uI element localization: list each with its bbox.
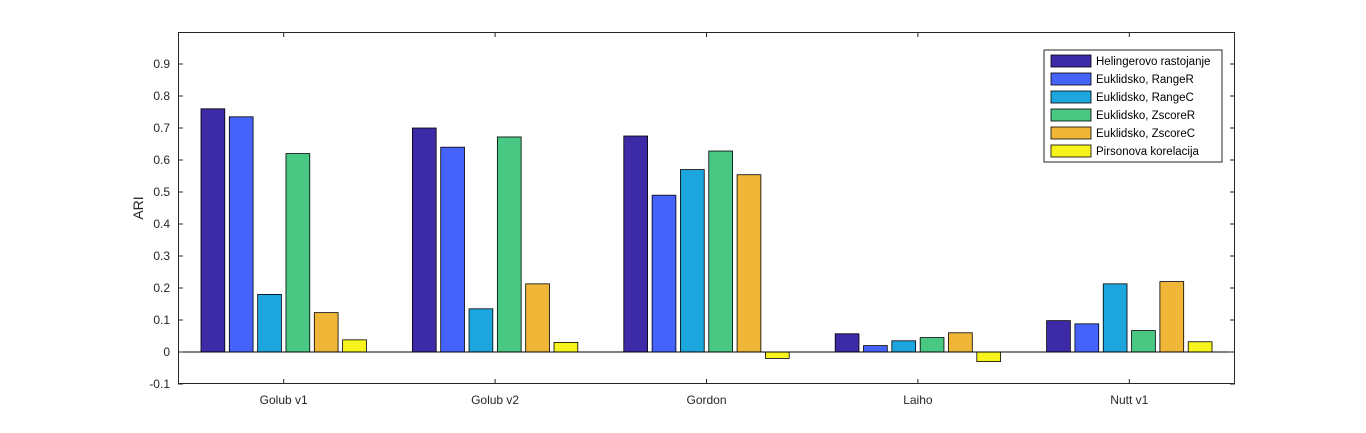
bar [525,283,550,353]
legend-label: Euklidsko, RangeC [1096,92,1194,104]
bar [891,340,917,353]
legend: Helingerovo rastojanje Euklidsko, RangeR E… [1043,49,1223,163]
legend-swatch [1050,126,1092,140]
y-tick-label: 0.3 [153,249,170,263]
bar [257,293,282,353]
bar [553,341,579,353]
bar [313,312,339,353]
bar [651,194,677,353]
y-tick-label: 0.8 [153,89,170,103]
bar [623,135,648,353]
bar [948,332,973,353]
plot-frame [178,32,1235,384]
x-tick-label: Laiho [903,393,933,407]
legend-box [1043,49,1223,163]
legend-swatch [1050,72,1092,86]
x-tick-label: Nutt v1 [1110,393,1148,407]
bar [708,150,733,353]
y-tick-label: 0.2 [153,281,170,295]
y-tick-label: 0.1 [153,313,170,327]
bar [411,127,437,353]
legend-label: Helingerovo rastojanje [1096,56,1210,68]
bar [468,308,494,353]
y-tick-label: 0.5 [153,185,170,199]
bar [1102,283,1128,353]
x-axis: Golub v1 Golub v2 Gordon Laiho Nutt v1 [260,32,1149,407]
bars-layer [200,108,1213,362]
legend-label: Euklidsko, ZscoreR [1096,110,1195,122]
legend-label: Pirsonova korelacija [1096,146,1200,158]
legend-swatch [1050,90,1092,104]
bar [1131,330,1156,353]
legend-label: Euklidsko, ZscoreC [1096,128,1195,140]
y-axis-label: ARI [130,196,146,219]
bar [919,337,945,353]
x-tick-label: Golub v2 [471,393,519,407]
x-tick-label: Gordon [686,393,726,407]
y-tick-label: 0.4 [153,217,170,231]
bar [1074,323,1100,353]
bar [342,339,367,353]
legend-swatch [1050,54,1092,68]
bar [496,136,522,353]
y-tick-label: 0 [163,345,170,359]
bar [976,351,1002,362]
legend-swatch [1050,144,1092,158]
bar [765,351,790,359]
legend-swatch [1050,108,1092,122]
bar [1159,281,1185,353]
y-tick-label: 0.7 [153,121,170,135]
bar [285,153,311,353]
bar [228,116,254,353]
legend-label: Euklidsko, RangeR [1096,74,1194,86]
y-tick-label: 0.9 [153,57,170,71]
bar [1187,341,1213,353]
bar [1046,320,1071,353]
x-tick-label: Golub v1 [260,393,308,407]
y-tick-label: 0.6 [153,153,170,167]
y-tick-label: -0.1 [149,377,170,391]
bar [200,108,226,353]
bar [834,333,860,353]
bar [863,345,888,353]
bar [736,174,762,353]
bar [440,146,465,353]
bar [680,169,705,353]
